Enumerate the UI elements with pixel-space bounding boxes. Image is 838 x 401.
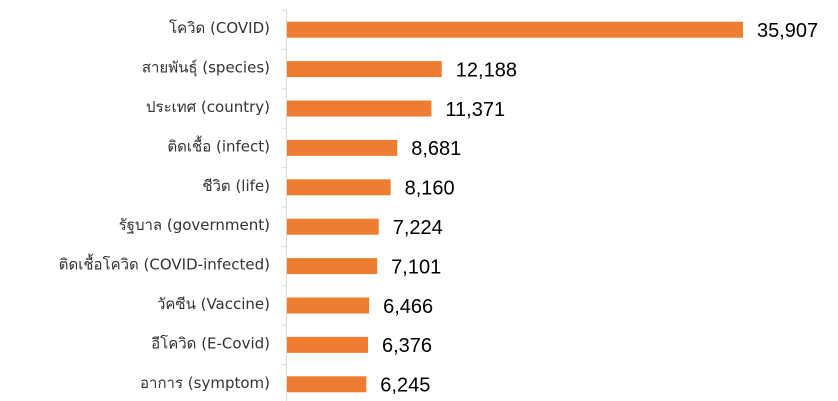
data-label: 7,224 <box>393 217 443 239</box>
category-label: ติดเชื้อ (infect) <box>167 135 270 155</box>
data-label: 6,376 <box>382 335 432 357</box>
bar <box>287 139 398 156</box>
data-label: 35,907 <box>757 20 818 42</box>
bar <box>287 258 378 275</box>
bar <box>287 21 743 38</box>
data-label: 7,101 <box>391 256 441 278</box>
bar <box>287 297 370 314</box>
bar <box>287 100 432 117</box>
bar <box>287 336 368 353</box>
bar <box>287 179 391 196</box>
data-label: 8,681 <box>411 138 461 160</box>
category-label: ประเทศ (country) <box>146 98 270 116</box>
data-label: 6,466 <box>383 296 433 318</box>
category-label: ติดเชื้อโควิด (COVID-infected) <box>59 254 270 274</box>
category-label: วัคซีน (Vaccine) <box>157 295 270 313</box>
category-label: รัฐบาล (government) <box>119 216 270 234</box>
bar <box>287 218 379 235</box>
category-label: ชีวิต (life) <box>202 177 270 195</box>
category-label: โควิด (COVID) <box>169 19 270 37</box>
bar <box>287 61 442 78</box>
bar <box>287 376 367 393</box>
data-label: 6,245 <box>380 375 430 397</box>
category-label: สายพันธุ์ (species) <box>142 59 270 78</box>
data-label: 11,371 <box>445 99 505 121</box>
data-label: 8,160 <box>405 178 455 200</box>
category-label: อาการ (symptom) <box>140 374 270 392</box>
data-label: 12,188 <box>456 59 517 81</box>
category-label: อีโควิด (E-Covid) <box>151 334 270 352</box>
